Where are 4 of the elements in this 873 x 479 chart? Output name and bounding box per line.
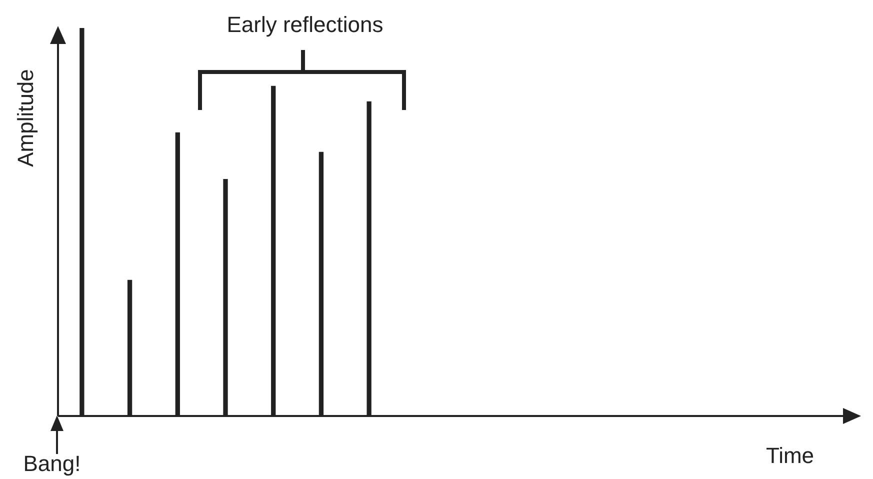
text: Time <box>766 443 814 468</box>
text: Bang! <box>23 451 81 476</box>
y-axis-title: Amplitude <box>13 69 38 167</box>
annotation: Early reflections <box>226 12 384 38</box>
